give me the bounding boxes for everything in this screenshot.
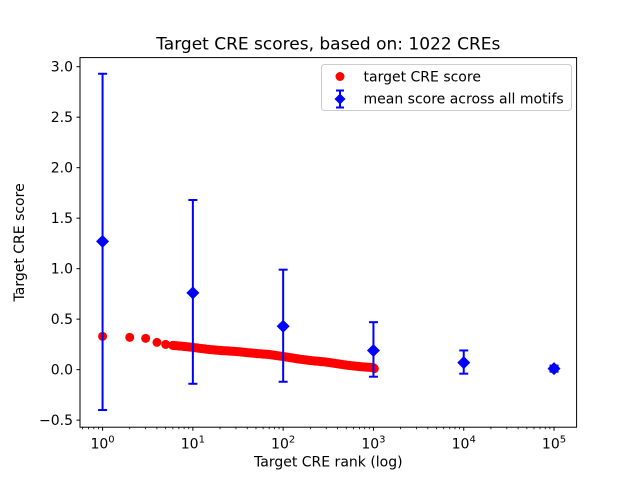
red-point [141, 333, 151, 343]
red-point [161, 339, 171, 349]
y-tick-label: 2.5 [51, 110, 73, 126]
y-tick-label: −0.5 [39, 413, 73, 429]
plot-area [80, 57, 577, 428]
chart-title: Target CRE scores, based on: 1022 CREs [155, 35, 500, 55]
y-tick-label: 3.0 [51, 59, 73, 75]
legend-marker-blue-diamond [334, 93, 346, 105]
y-axis-label: Target CRE score [12, 183, 28, 302]
series-mean-score [96, 72, 561, 412]
legend-label-mean-score: mean score across all motifs [364, 92, 564, 108]
x-axis-label: Target CRE rank (log) [253, 455, 403, 471]
red-point [152, 337, 162, 347]
blue-diamond-point [366, 343, 380, 357]
series-layer [96, 72, 561, 412]
blue-diamond-point [186, 286, 200, 300]
red-point-band [168, 340, 379, 374]
legend: target CRE score mean score across all m… [321, 64, 572, 111]
red-point [125, 332, 135, 342]
axes-frame [79, 57, 578, 428]
blue-diamond-point [547, 362, 561, 376]
blue-diamond-point [457, 356, 471, 370]
y-tick-label: 2.0 [51, 160, 73, 176]
series-target-cre-score [98, 331, 379, 374]
blue-diamond-point [96, 234, 110, 248]
y-tick-label: 1.5 [51, 211, 73, 227]
y-tick-label: 1.0 [51, 261, 73, 277]
legend-label-target-cre-score: target CRE score [364, 70, 481, 86]
y-tick-label: 0.0 [51, 362, 73, 378]
y-tick-label: 0.5 [51, 312, 73, 328]
legend-frame [321, 64, 572, 111]
legend-markers [334, 72, 346, 109]
legend-marker-red-dot [335, 72, 345, 81]
y-axis: −0.5 0.0 0.5 1.0 1.5 2.0 2.5 3.0 [39, 59, 80, 429]
blue-diamond-point [276, 319, 290, 333]
